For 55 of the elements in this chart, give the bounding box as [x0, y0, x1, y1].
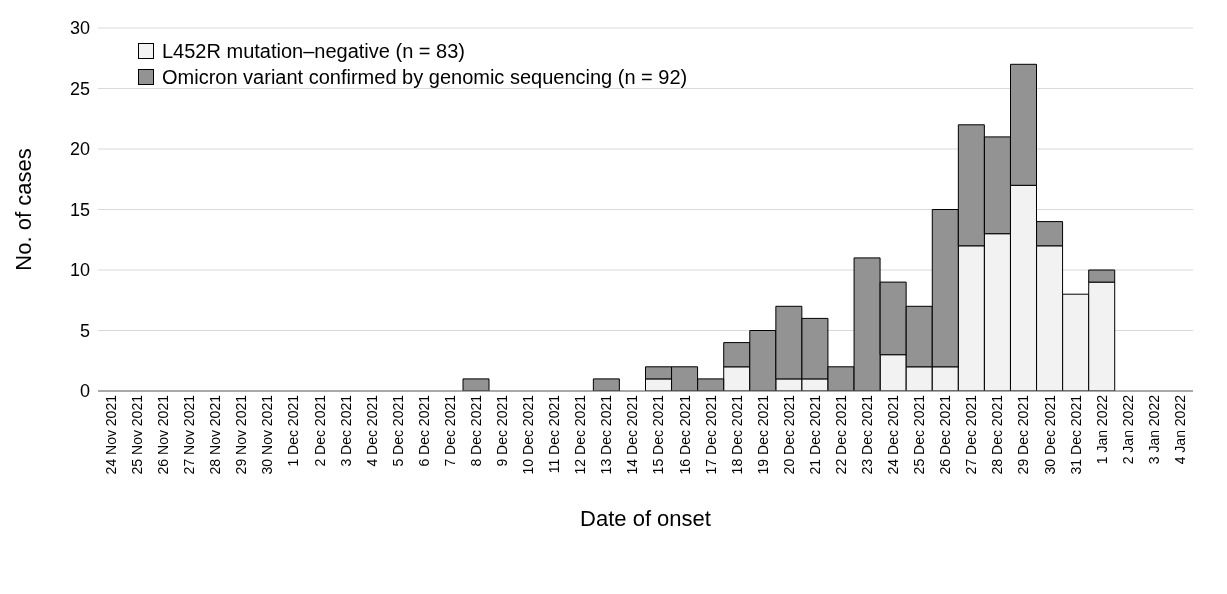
x-tick-label: 11 Dec 2021: [546, 394, 563, 474]
legend-label: L452R mutation–negative (n = 83): [162, 39, 465, 63]
x-tick-label: 6 Dec 2021: [415, 394, 432, 467]
x-tick-label: 30 Dec 2021: [1041, 394, 1058, 475]
x-tick-label: 14 Dec 2021: [624, 394, 641, 475]
x-tick-label: 3 Dec 2021: [337, 394, 354, 467]
y-tick-label: 0: [79, 381, 90, 402]
x-tick-label: 28 Dec 2021: [989, 394, 1006, 475]
x-tick-label: 23 Dec 2021: [859, 394, 876, 475]
x-tick-label: 8 Dec 2021: [467, 394, 484, 467]
x-tick-label: 12 Dec 2021: [572, 394, 589, 475]
x-tick-label: 18 Dec 2021: [728, 394, 745, 475]
x-tick-label: 17 Dec 2021: [702, 394, 719, 475]
x-tick-label: 4 Dec 2021: [363, 394, 380, 467]
y-tick-label: 25: [69, 78, 90, 99]
x-tick-label: 1 Dec 2021: [285, 394, 302, 467]
x-tick-label: 3 Jan 2022: [1145, 394, 1162, 465]
y-tick-label: 10: [69, 260, 90, 281]
x-tick-label: 24 Dec 2021: [885, 394, 902, 475]
bar: [462, 378, 490, 391]
x-tick-label: 22 Dec 2021: [832, 394, 849, 475]
x-tick-label: 19 Dec 2021: [754, 394, 771, 475]
x-tick-label: 1 Jan 2022: [1093, 394, 1110, 465]
x-tick-label: 16 Dec 2021: [676, 394, 693, 475]
x-tick-label: 26 Dec 2021: [937, 394, 954, 475]
x-tick-label: 21 Dec 2021: [806, 394, 823, 475]
x-tick-label: 20 Dec 2021: [780, 394, 797, 475]
x-tick-label: 24 Nov 2021: [102, 394, 119, 475]
x-tick-label: 29 Dec 2021: [1015, 394, 1032, 475]
x-tick-label: 13 Dec 2021: [598, 394, 615, 475]
x-tick-label: 10 Dec 2021: [520, 394, 537, 475]
x-tick-label: 30 Nov 2021: [259, 394, 276, 475]
y-axis-title: No. of cases: [10, 148, 36, 271]
x-tick-label: 4 Jan 2022: [1171, 394, 1188, 465]
x-tick-label: 5 Dec 2021: [389, 394, 406, 467]
bar: [592, 378, 620, 391]
x-tick-label: 2 Jan 2022: [1119, 394, 1136, 465]
y-tick-label: 5: [79, 320, 90, 341]
x-tick-label: 27 Dec 2021: [963, 394, 980, 475]
y-tick-label: 15: [69, 199, 90, 220]
x-tick-label: 2 Dec 2021: [311, 394, 328, 467]
x-tick-label: 26 Nov 2021: [155, 394, 172, 475]
x-tick-label: 9 Dec 2021: [494, 394, 511, 467]
x-tick-label: 31 Dec 2021: [1067, 394, 1084, 475]
legend-label: Omicron variant confirmed by genomic sequencing (n = 92): [162, 65, 688, 89]
x-tick-label: 28 Nov 2021: [207, 394, 224, 475]
x-tick-label: 15 Dec 2021: [650, 394, 667, 475]
y-tick-label: 30: [69, 18, 90, 39]
y-tick-label: 20: [69, 139, 90, 160]
x-tick-label: 7 Dec 2021: [441, 394, 458, 467]
x-tick-label: 27 Nov 2021: [181, 394, 198, 475]
x-tick-label: 25 Dec 2021: [911, 394, 928, 475]
x-tick-label: 25 Nov 2021: [129, 394, 146, 475]
x-tick-label: 29 Nov 2021: [233, 394, 250, 475]
x-axis-title: Date of onset: [580, 506, 711, 531]
